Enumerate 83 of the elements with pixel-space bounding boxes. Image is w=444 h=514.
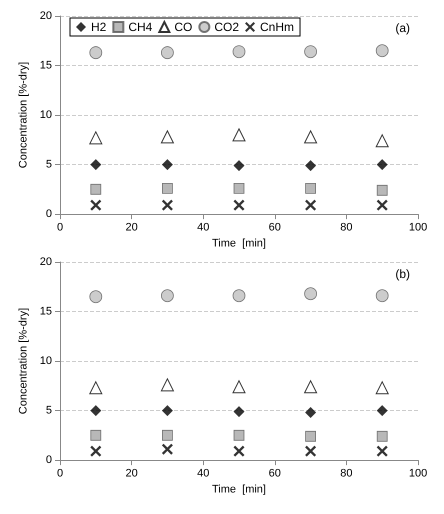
point [376, 200, 388, 211]
point [304, 45, 317, 58]
y-tick-label: 0 [46, 454, 52, 466]
y-tick-label: 10 [40, 109, 52, 122]
point [161, 46, 174, 60]
point [304, 130, 318, 144]
y-tick-label: 20 [40, 10, 52, 22]
point [304, 287, 317, 300]
legend-label: CO2 [214, 20, 240, 34]
y-tick-label: 20 [40, 256, 52, 268]
x-tick-label: 20 [125, 222, 138, 234]
legend-label: CO [174, 20, 192, 34]
y-tick-label: 10 [40, 355, 52, 368]
point [89, 131, 102, 144]
x-tick-label: 0 [56, 222, 64, 234]
annotation: (b) [395, 267, 410, 281]
point [305, 182, 316, 194]
point [162, 159, 173, 170]
point [160, 130, 174, 144]
point [376, 134, 389, 148]
x-tick-label: 80 [340, 222, 353, 234]
point [305, 200, 316, 211]
y-tick-label: 0 [46, 208, 52, 220]
point [305, 446, 316, 457]
legend-label: CnHm [260, 20, 294, 34]
x-tick-label: 20 [125, 468, 138, 480]
y-tick-label: 15 [40, 60, 52, 72]
point [89, 381, 102, 394]
point [376, 44, 389, 58]
point [234, 160, 244, 172]
point [232, 289, 246, 302]
point [162, 182, 173, 194]
x-axis-title: Time [min] [212, 238, 266, 250]
point [234, 406, 244, 418]
point [232, 128, 246, 142]
legend-label: CH4 [128, 20, 153, 34]
point [160, 378, 174, 392]
x-tick-label: 0 [56, 468, 64, 480]
point [376, 289, 389, 302]
point [234, 430, 244, 441]
y-axis-title: Concentration [%-dry] [17, 62, 30, 168]
point [90, 184, 102, 195]
x-tick-label: 100 [408, 222, 428, 234]
point [90, 446, 102, 457]
point [304, 380, 318, 394]
point [234, 200, 244, 211]
point [90, 200, 102, 211]
point [89, 46, 102, 60]
x-tick-label: 80 [340, 468, 353, 480]
point [376, 405, 388, 416]
y-axis-title: Concentration [%-dry] [17, 308, 30, 414]
point [234, 182, 244, 194]
x-tick-label: 60 [268, 222, 281, 234]
point [90, 430, 102, 441]
point [232, 45, 246, 58]
point [89, 290, 102, 304]
point [305, 407, 316, 418]
point [162, 430, 173, 441]
x-tick-label: 40 [197, 222, 210, 234]
point [305, 430, 316, 442]
point [376, 446, 388, 457]
point [376, 159, 388, 170]
legend-label: H2 [91, 20, 107, 34]
point [162, 200, 173, 211]
x-tick-label: 100 [408, 468, 428, 480]
point [161, 289, 174, 302]
point [376, 381, 389, 394]
point [90, 405, 102, 416]
point [305, 160, 316, 172]
point [232, 380, 246, 394]
point [90, 159, 102, 170]
point [162, 405, 173, 416]
y-tick-label: 5 [46, 158, 52, 171]
x-tick-label: 40 [197, 468, 210, 480]
point [376, 184, 388, 196]
y-tick-label: 5 [46, 404, 52, 417]
x-tick-label: 60 [268, 468, 281, 480]
annotation: (a) [395, 21, 410, 35]
point [376, 430, 388, 442]
y-tick-label: 15 [40, 306, 52, 318]
point [162, 444, 173, 455]
x-axis-title: Time [min] [212, 484, 266, 496]
point [234, 446, 244, 457]
